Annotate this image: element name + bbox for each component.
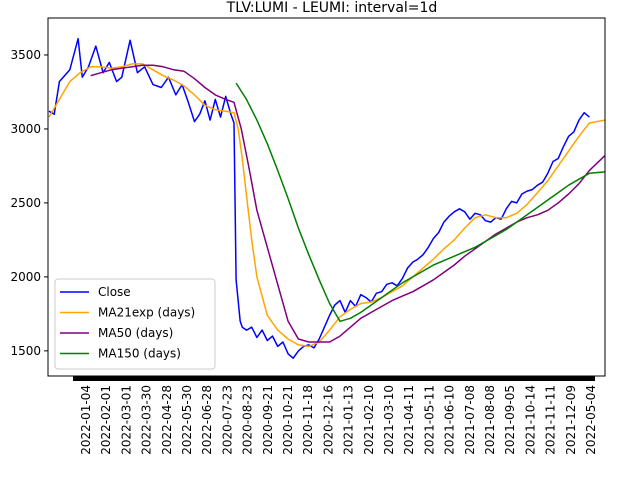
x-tick-label: 2022-02-01: [99, 385, 113, 455]
x-tick-label: 2021-01-13: [342, 385, 356, 455]
x-tick-label: 2020-08-23: [241, 385, 255, 455]
y-tick-label: 1500: [10, 344, 41, 358]
legend-entry-2: MA50 (days): [98, 326, 173, 340]
x-tick-label: 2021-09-05: [503, 385, 517, 455]
series-line-0: [48, 37, 590, 359]
y-tick-label: 3000: [10, 122, 41, 136]
x-tick-label: 2022-03-30: [140, 385, 154, 455]
legend-entry-0: Close: [98, 285, 131, 299]
x-tick-label: 2022-01-04: [79, 385, 93, 455]
x-tick-label: 2022-06-28: [200, 385, 214, 455]
x-minor-tick-band: [73, 376, 595, 381]
x-tick-label: 2020-12-16: [321, 385, 335, 455]
x-tick-label: 2020-09-21: [261, 385, 275, 455]
series-line-3: [235, 82, 605, 323]
x-tick-label: 2021-08-08: [483, 385, 497, 455]
x-tick-label: 2021-05-11: [422, 385, 436, 455]
x-tick-label: 2021-12-09: [564, 385, 578, 455]
x-tick-label: 2022-03-01: [119, 385, 133, 455]
y-tick-label: 2000: [10, 270, 41, 284]
x-tick-label: 2020-11-18: [301, 385, 315, 455]
x-tick-label: 2021-11-11: [544, 385, 558, 455]
x-tick-label: 2021-04-11: [402, 385, 416, 455]
x-tick-label: 2021-02-10: [362, 385, 376, 455]
legend-box: [54, 278, 216, 370]
x-tick-label: 2021-03-10: [382, 385, 396, 455]
legend-entry-3: MA150 (days): [98, 347, 181, 361]
x-tick-label: 2022-05-30: [180, 385, 194, 455]
y-tick-label: 3500: [10, 48, 41, 62]
x-tick-label: 2020-10-21: [281, 385, 295, 455]
y-axis: 1500 2000 2500 3000 3500: [10, 48, 48, 358]
x-tick-label: 2022-05-04: [584, 385, 598, 455]
x-tick-label: 2022-04-28: [160, 385, 174, 455]
y-tick-label: 2500: [10, 196, 41, 210]
x-tick-label: 2021-10-14: [523, 385, 537, 455]
x-tick-label: 2021-07-08: [463, 385, 477, 455]
x-tick-label: 2020-07-23: [220, 385, 234, 455]
series-layer: [48, 37, 605, 359]
x-axis: 2022-01-04 2022-02-01 2022-03-01 2022-03-30…: [73, 376, 598, 455]
legend: Close MA21exp (days) MA50 (days) MA150 (day…: [54, 278, 216, 370]
chart-title: TLV:LUMI - LEUMI: interval=1d: [226, 0, 438, 16]
legend-entry-1: MA21exp (days): [98, 306, 195, 320]
x-tick-label: 2021-06-10: [443, 385, 457, 455]
